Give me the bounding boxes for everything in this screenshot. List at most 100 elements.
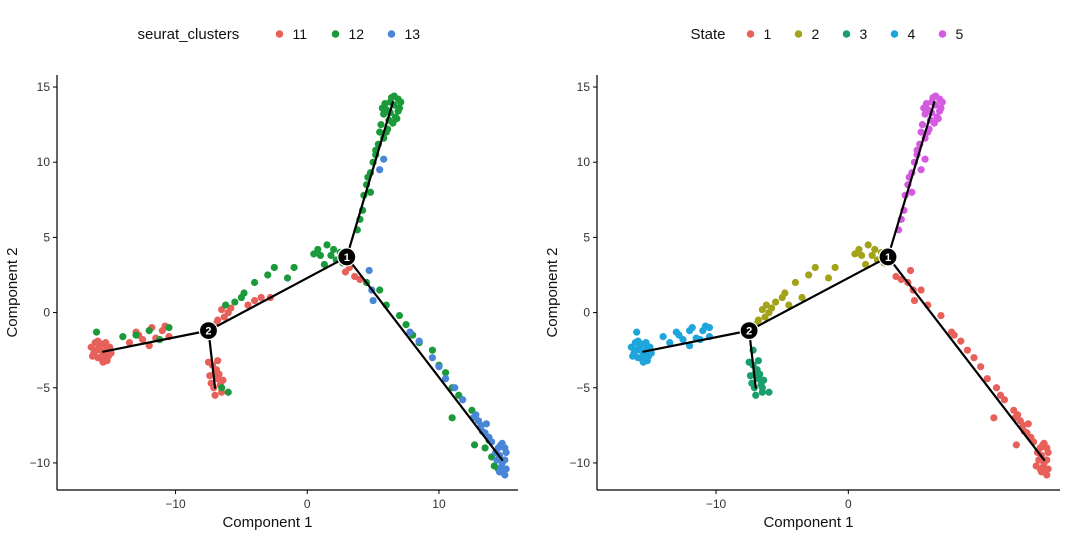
x-axis-label: Component 1	[763, 514, 853, 531]
data-point	[378, 104, 386, 112]
branch-node-label: 2	[746, 326, 752, 338]
data-point	[435, 363, 443, 371]
data-point	[474, 417, 483, 425]
trajectory-segment	[748, 255, 890, 332]
legend-key	[794, 30, 803, 38]
data-point	[857, 251, 866, 260]
data-point	[441, 375, 450, 383]
data-point	[805, 271, 813, 279]
legend-key	[938, 30, 947, 38]
y-tick-label: −5	[576, 381, 590, 395]
data-point	[963, 346, 972, 354]
y-tick-label: −10	[570, 456, 591, 470]
series-11	[87, 263, 364, 399]
series-5	[895, 92, 946, 234]
data-point	[206, 372, 214, 380]
data-point	[369, 296, 377, 305]
data-point	[501, 471, 509, 479]
data-point	[481, 444, 489, 452]
data-point	[257, 293, 265, 302]
legend-key	[890, 30, 899, 38]
data-point	[752, 391, 760, 399]
y-tick-label: −10	[30, 456, 51, 470]
data-point	[679, 336, 687, 344]
data-point	[746, 372, 755, 380]
data-point	[221, 301, 230, 309]
y-axis-label: Component 2	[544, 247, 561, 337]
data-point	[917, 166, 925, 174]
y-tick-label: −5	[36, 381, 50, 395]
data-point	[390, 92, 398, 100]
data-point	[377, 121, 385, 129]
legend-key	[331, 30, 340, 38]
data-point	[871, 245, 879, 254]
branch-node	[337, 247, 357, 267]
data-point	[323, 241, 331, 249]
legend-key	[842, 30, 851, 38]
y-tick-label: 0	[583, 306, 590, 320]
data-point	[330, 245, 338, 254]
data-point	[666, 339, 674, 347]
data-point	[760, 376, 768, 384]
data-point	[977, 363, 985, 371]
data-point	[441, 369, 450, 377]
data-point	[139, 336, 147, 344]
legend-key	[387, 30, 396, 38]
data-point	[244, 301, 252, 309]
branch-node	[198, 321, 219, 341]
y-tick-label: 15	[37, 80, 51, 94]
data-point	[380, 155, 388, 163]
legend: State 1 2 3 4 5	[691, 26, 964, 43]
data-point	[365, 266, 373, 275]
data-point	[125, 339, 134, 347]
data-point	[918, 121, 927, 129]
data-point	[920, 104, 928, 112]
data-point	[992, 384, 1001, 392]
legend-title: State	[691, 26, 726, 43]
data-point	[824, 274, 833, 282]
data-point	[495, 468, 504, 476]
x-tick-label: 10	[432, 497, 446, 511]
data-point	[831, 263, 839, 272]
data-point	[754, 357, 762, 365]
data-point	[119, 333, 127, 341]
data-point	[811, 263, 819, 272]
branch-node-label: 1	[344, 252, 350, 264]
data-point	[745, 358, 753, 366]
x-tick-label: 0	[304, 497, 311, 511]
x-tick-label: 0	[845, 497, 852, 511]
data-point	[393, 115, 401, 123]
data-point	[758, 305, 766, 314]
data-point	[778, 293, 786, 302]
series-13	[365, 155, 510, 479]
x-axis-label: Component 1	[222, 514, 312, 531]
data-point	[1044, 465, 1052, 473]
data-point	[207, 379, 215, 387]
x-tick-label: −10	[165, 497, 186, 511]
data-point	[92, 328, 101, 336]
data-point	[659, 333, 667, 341]
series-12	[92, 92, 502, 473]
legend-label: 1	[764, 26, 772, 42]
data-point	[910, 296, 919, 305]
data-point	[250, 296, 259, 305]
data-point	[1024, 420, 1032, 428]
data-point	[756, 370, 764, 378]
data-point	[376, 166, 384, 174]
data-point	[672, 328, 680, 336]
data-point	[394, 107, 402, 115]
data-point	[98, 340, 106, 348]
data-point	[211, 391, 219, 399]
data-point	[638, 340, 646, 348]
y-tick-label: 10	[577, 155, 591, 169]
data-point	[785, 301, 793, 309]
data-point	[224, 388, 232, 396]
trajectory-segment	[642, 329, 751, 353]
legend-label: 3	[860, 26, 868, 42]
data-point	[932, 92, 940, 100]
data-point	[748, 379, 756, 387]
data-point	[397, 98, 405, 106]
data-point	[165, 324, 173, 332]
data-point	[502, 465, 510, 473]
